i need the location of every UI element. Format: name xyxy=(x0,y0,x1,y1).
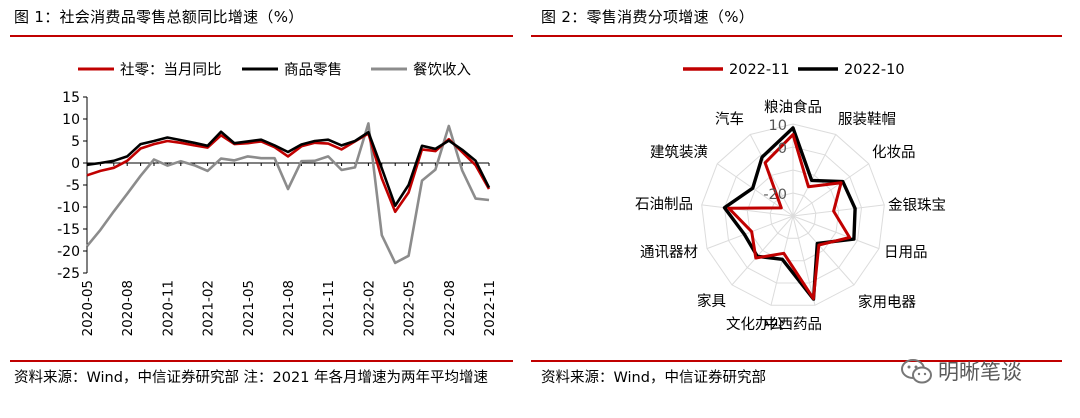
x-tick-label: 2021-05 xyxy=(241,280,257,336)
radar-tick-label: 10 xyxy=(769,118,787,134)
right-chart-title: 图 2：零售消费分项增速（%） xyxy=(541,8,755,26)
series-line-1 xyxy=(86,132,491,214)
radar-series-1 xyxy=(727,133,852,301)
radar-spoke xyxy=(792,163,869,217)
x-tick-label: 2021-11 xyxy=(321,280,337,336)
radar-axis-label: 家具 xyxy=(697,293,726,310)
radar-grid xyxy=(723,146,863,284)
radar-spoke xyxy=(792,215,816,306)
right-source-note: 资料来源：Wind，中信证券研究部 xyxy=(541,370,766,386)
radar-tick-label: -20 xyxy=(763,187,787,203)
radar-tick-label: 0 xyxy=(778,141,787,157)
radar-spoke xyxy=(749,134,794,217)
right-source-rule xyxy=(531,360,1062,362)
radar-axis-label: 化妆品 xyxy=(872,144,916,161)
radar-spoke xyxy=(792,134,837,217)
radar-spoke xyxy=(701,204,794,217)
radar-axis-label: 金银珠宝 xyxy=(888,197,946,214)
left-source-rule xyxy=(10,360,513,362)
left-title-rule xyxy=(10,35,513,37)
radar-axis-label: 建筑装潢 xyxy=(650,144,708,161)
x-tick-label: 2022-11 xyxy=(482,280,498,336)
radar-axis-label: 家用电器 xyxy=(858,294,916,311)
x-tick-label: 2022-02 xyxy=(361,280,377,336)
x-tick-label: 2021-08 xyxy=(281,280,297,336)
radar-spoke xyxy=(792,215,855,286)
right-title-rule xyxy=(531,35,1062,37)
y-tick-label: 10 xyxy=(62,112,80,128)
radar-series-2 xyxy=(722,126,857,301)
series-line-2 xyxy=(86,130,491,207)
radar-axis-label: 通讯器材 xyxy=(640,244,698,261)
left-source-note: 资料来源：Wind，中信证券研究部 注：2021 年各月增速为两年平均增速 xyxy=(14,370,489,386)
radar-axis-label: 汽车 xyxy=(715,111,744,128)
y-tick-label: -5 xyxy=(66,178,80,194)
series-line-3 xyxy=(85,122,490,265)
radar-axis-label: 文化办公 xyxy=(726,316,784,333)
legend-label: 餐饮收入 xyxy=(413,62,471,79)
y-tick-label: -20 xyxy=(57,244,80,260)
y-tick-label: -15 xyxy=(57,222,80,238)
watermark-text: 明晰笔谈 xyxy=(938,360,1022,384)
y-tick-label: 5 xyxy=(71,134,80,150)
y-tick-label: -25 xyxy=(57,266,80,282)
x-tick-label: 2021-02 xyxy=(201,280,217,336)
wechat-icon xyxy=(901,359,932,384)
legend-label: 商品零售 xyxy=(284,62,342,79)
legend-label: 社零：当月同比 xyxy=(120,62,222,79)
x-tick-label: 2020-05 xyxy=(80,280,96,336)
radar-spoke xyxy=(792,215,880,250)
radar-axis-label: 日用品 xyxy=(884,244,928,261)
radar-spoke xyxy=(731,215,794,286)
radar-axis-label: 中西药品 xyxy=(764,316,822,333)
y-tick-label: 15 xyxy=(62,90,80,106)
radar-axis-label: 石油制品 xyxy=(635,196,693,213)
radar-grid xyxy=(701,123,885,306)
x-tick-label: 2022-05 xyxy=(402,280,418,336)
radar-spoke xyxy=(706,215,794,250)
radar-axis-label: 服装鞋帽 xyxy=(838,111,896,128)
legend-label: 2022-11 xyxy=(729,62,790,78)
left-chart-title: 图 1：社会消费品零售总额同比增速（%） xyxy=(14,8,304,26)
y-tick-label: 0 xyxy=(71,156,80,172)
radar-grid xyxy=(746,169,840,262)
x-tick-label: 2022-08 xyxy=(442,280,458,336)
radar-grid xyxy=(769,192,817,239)
radar-spoke xyxy=(792,204,885,217)
x-tick-label: 2020-11 xyxy=(160,280,176,336)
y-tick-label: -10 xyxy=(57,200,80,216)
legend-label: 2022-10 xyxy=(844,62,905,78)
x-tick-label: 2020-08 xyxy=(120,280,136,336)
radar-axis-label: 粮油食品 xyxy=(764,99,822,116)
